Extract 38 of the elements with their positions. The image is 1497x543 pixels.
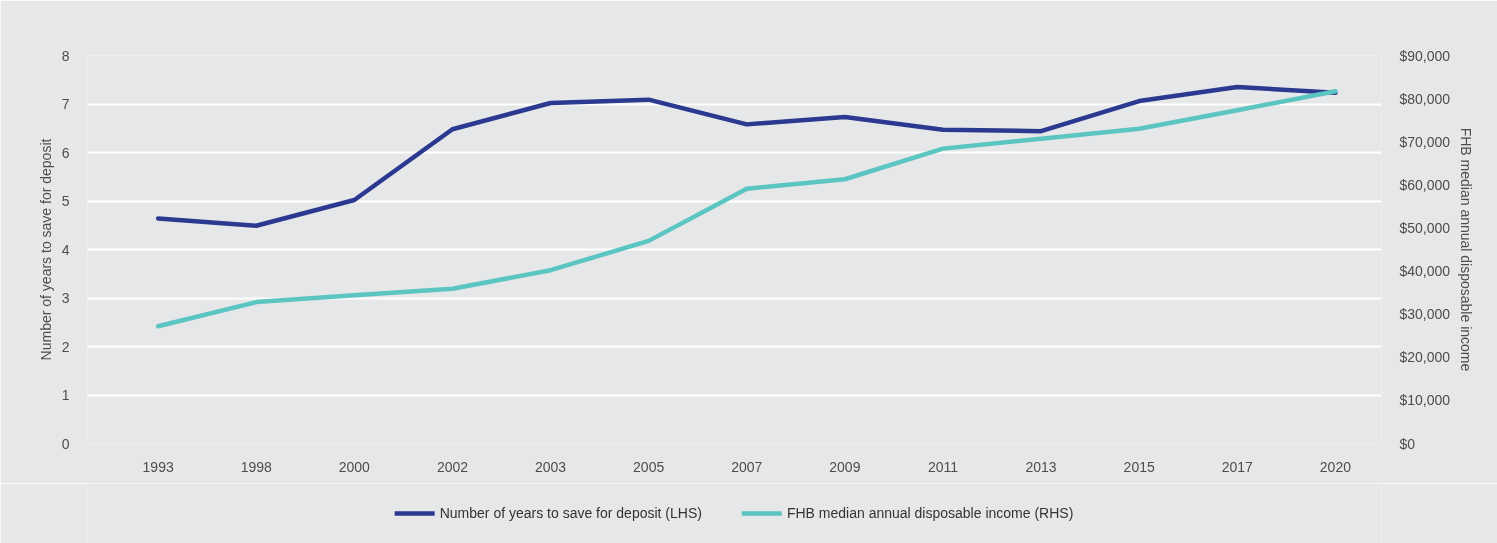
- line-series: [155, 89, 1338, 329]
- x-tick-label: 2017: [1221, 458, 1254, 475]
- y-tick-label: 0: [61, 435, 70, 452]
- y-tick-label: 3: [61, 290, 70, 306]
- y-axis-title: Number of years to save for deposit: [37, 138, 54, 361]
- y2-tick-label: $20,000: [1399, 349, 1451, 366]
- x-tick-label: 2003: [534, 458, 567, 475]
- y-tick-label: 5: [61, 193, 70, 209]
- y-tick-label: 8: [61, 47, 70, 64]
- legend-label: FHB median annual disposable income (RHS): [786, 505, 1074, 521]
- x-tick-label: 2007: [731, 458, 763, 475]
- x-tick-label: 2000: [338, 458, 371, 475]
- y2-tick-label: $0: [1399, 435, 1416, 452]
- x-tick-label: 2002: [436, 458, 469, 475]
- y-tick-label: 2: [61, 338, 70, 355]
- y2-tick-label: $60,000: [1399, 176, 1451, 193]
- x-tick-label: 2015: [1123, 458, 1155, 475]
- y2-tick-label: $90,000: [1399, 47, 1451, 64]
- x-tick-label: 1993: [142, 458, 174, 475]
- y2-tick-label: $80,000: [1399, 90, 1451, 107]
- x-tick-label: 2020: [1319, 458, 1352, 475]
- y2-tick-label: $70,000: [1399, 133, 1451, 150]
- y2-tick-label: $50,000: [1399, 219, 1451, 236]
- y-tick-label: 7: [61, 96, 70, 112]
- y2-tick-label: $10,000: [1399, 392, 1451, 409]
- x-tick-label: 1998: [240, 458, 273, 475]
- line-series: [155, 84, 1338, 228]
- x-tick-label: 2009: [829, 458, 861, 475]
- y2-axis-title: FHB median annual disposable income: [1458, 127, 1475, 372]
- y-tick-label: 6: [61, 144, 70, 161]
- x-tick-label: 2011: [927, 458, 959, 475]
- y-tick-label: 4: [61, 241, 70, 258]
- legend-label: Number of years to save for deposit (LHS): [439, 505, 702, 521]
- y2-tick-label: $30,000: [1399, 306, 1451, 323]
- x-tick-label: 2005: [633, 458, 665, 475]
- y2-tick-label: $40,000: [1399, 263, 1451, 280]
- y-tick-label: 1: [61, 387, 70, 403]
- x-tick-label: 2013: [1025, 458, 1057, 475]
